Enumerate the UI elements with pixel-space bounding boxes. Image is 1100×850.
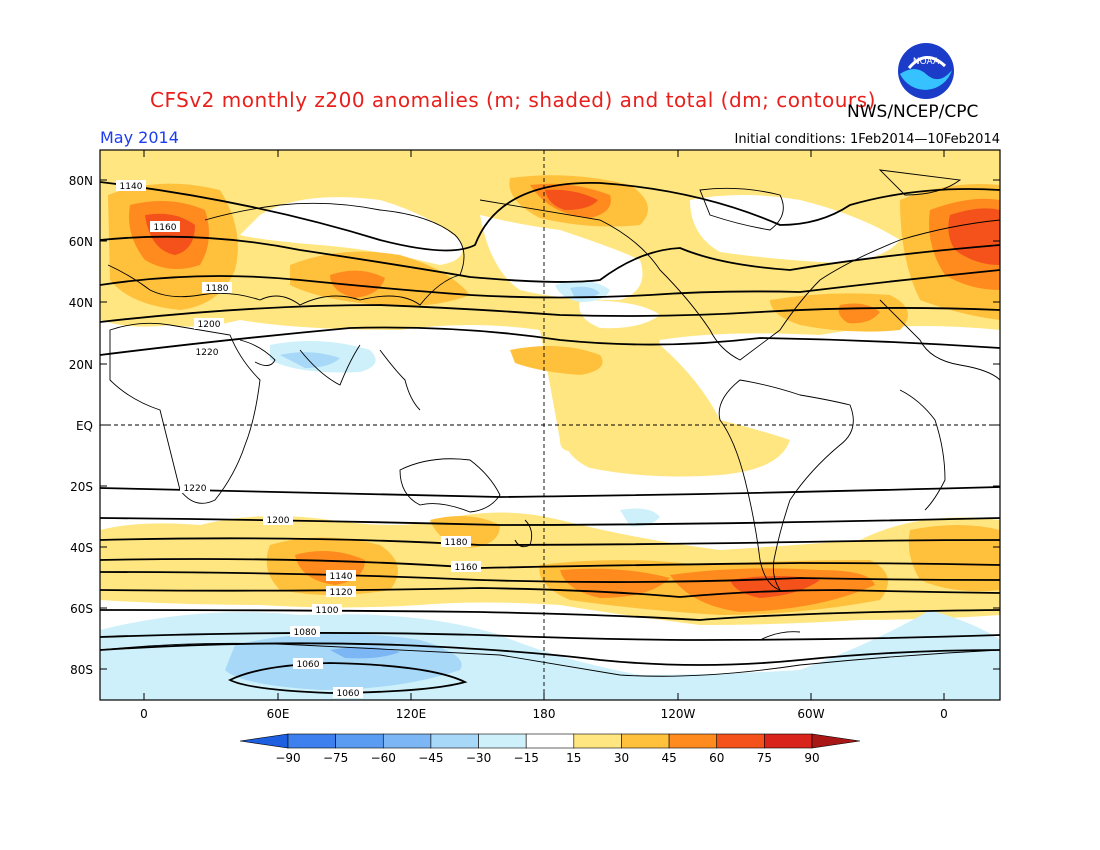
colorbar-label: 75 — [757, 751, 772, 765]
height-contours — [100, 181, 1000, 694]
map-canvas: 1140 1160 1180 1200 1220 1220 1200 1180 … — [100, 150, 1000, 700]
colorbar-swatch — [621, 733, 670, 749]
agency-label: NWS/NCEP/CPC — [847, 102, 979, 122]
lon-label-60w: 60W — [797, 707, 824, 721]
colorbar-swatch — [716, 733, 765, 749]
colorbar-label: −15 — [514, 751, 539, 765]
forecast-month: May 2014 — [100, 128, 179, 147]
colorbar-label: 45 — [661, 751, 676, 765]
lat-label-40s: 40S — [70, 541, 93, 555]
colorbar-swatch — [287, 733, 336, 749]
contour-label-1060: 1060 — [297, 660, 320, 670]
contour-label-1180-south: 1180 — [445, 538, 468, 548]
lat-label-40n: 40N — [69, 296, 93, 310]
contour-label-1100: 1100 — [316, 606, 339, 616]
lat-label-20n: 20N — [69, 358, 93, 372]
colorbar: −90 −75 −60 −45 −30 −15 15 30 45 60 75 90 — [239, 733, 861, 765]
lat-label-60n: 60N — [69, 235, 93, 249]
contour-label-1220-south: 1220 — [184, 484, 207, 494]
contour-label-1120: 1120 — [330, 588, 353, 598]
logo-text: NOAA — [913, 57, 940, 67]
contour-label-1140-south: 1140 — [330, 572, 353, 582]
colorbar-swatch — [525, 733, 575, 749]
lon-label-0-east: 0 — [940, 707, 948, 721]
contour-label-1180: 1180 — [206, 284, 229, 294]
colorbar-label: 15 — [566, 751, 581, 765]
colorbar-arrow-high — [811, 733, 861, 749]
lat-label-60s: 60S — [70, 602, 93, 616]
colorbar-swatch — [573, 733, 622, 749]
latitude-labels: 80N 60N 40N 20N EQ 20S 40S 60S 80S — [69, 174, 93, 677]
negative-anomaly-medium — [225, 286, 600, 690]
contour-label-1080: 1080 — [294, 628, 317, 638]
colorbar-label: −60 — [371, 751, 396, 765]
contour-label-1140: 1140 — [120, 182, 143, 192]
contour-labels: 1140 1160 1180 1200 1220 1220 1200 1180 … — [116, 180, 481, 699]
lat-label-20s: 20S — [70, 480, 93, 494]
initial-conditions: Initial conditions: 1Feb2014—10Feb2014 — [734, 132, 1000, 147]
contour-label-1200: 1200 — [198, 320, 221, 330]
lon-label-180: 180 — [533, 707, 556, 721]
contour-label-1160-south: 1160 — [455, 563, 478, 573]
colorbar-label: 90 — [804, 751, 819, 765]
contour-label-1060-inner: 1060 — [337, 689, 360, 699]
reference-lines — [100, 150, 1000, 700]
chart-title: CFSv2 monthly z200 anomalies (m; shaded)… — [150, 88, 876, 112]
colorbar-swatch — [382, 733, 432, 749]
lat-label-eq: EQ — [76, 419, 93, 433]
lon-label-60e: 60E — [267, 707, 290, 721]
lon-label-120w: 120W — [661, 707, 696, 721]
colorbar-label: −30 — [466, 751, 491, 765]
lat-label-80s: 80S — [70, 663, 93, 677]
contour-label-1220: 1220 — [196, 348, 219, 358]
colorbar-swatch — [668, 733, 718, 749]
longitude-labels: 0 60E 120E 180 120W 60W 0 — [140, 707, 948, 721]
colorbar-swatch — [335, 733, 384, 749]
axis-ticks — [100, 150, 1000, 700]
lon-label-0: 0 — [140, 707, 148, 721]
contour-label-1200-south: 1200 — [267, 516, 290, 526]
colorbar-label: 60 — [709, 751, 724, 765]
lon-label-120e: 120E — [396, 707, 427, 721]
colorbar-label: −75 — [323, 751, 348, 765]
lat-label-80n: 80N — [69, 174, 93, 188]
colorbar-swatch — [478, 733, 527, 749]
colorbar-swatch — [764, 733, 813, 749]
colorbar-label: −90 — [275, 751, 300, 765]
noaa-logo-icon: NOAA — [896, 41, 956, 101]
colorbar-label: 30 — [614, 751, 629, 765]
colorbar-swatch — [430, 733, 479, 749]
contour-label-1160: 1160 — [154, 223, 177, 233]
colorbar-arrow-low — [239, 733, 289, 749]
colorbar-label: −45 — [418, 751, 443, 765]
negative-anomaly-strong — [330, 646, 400, 659]
